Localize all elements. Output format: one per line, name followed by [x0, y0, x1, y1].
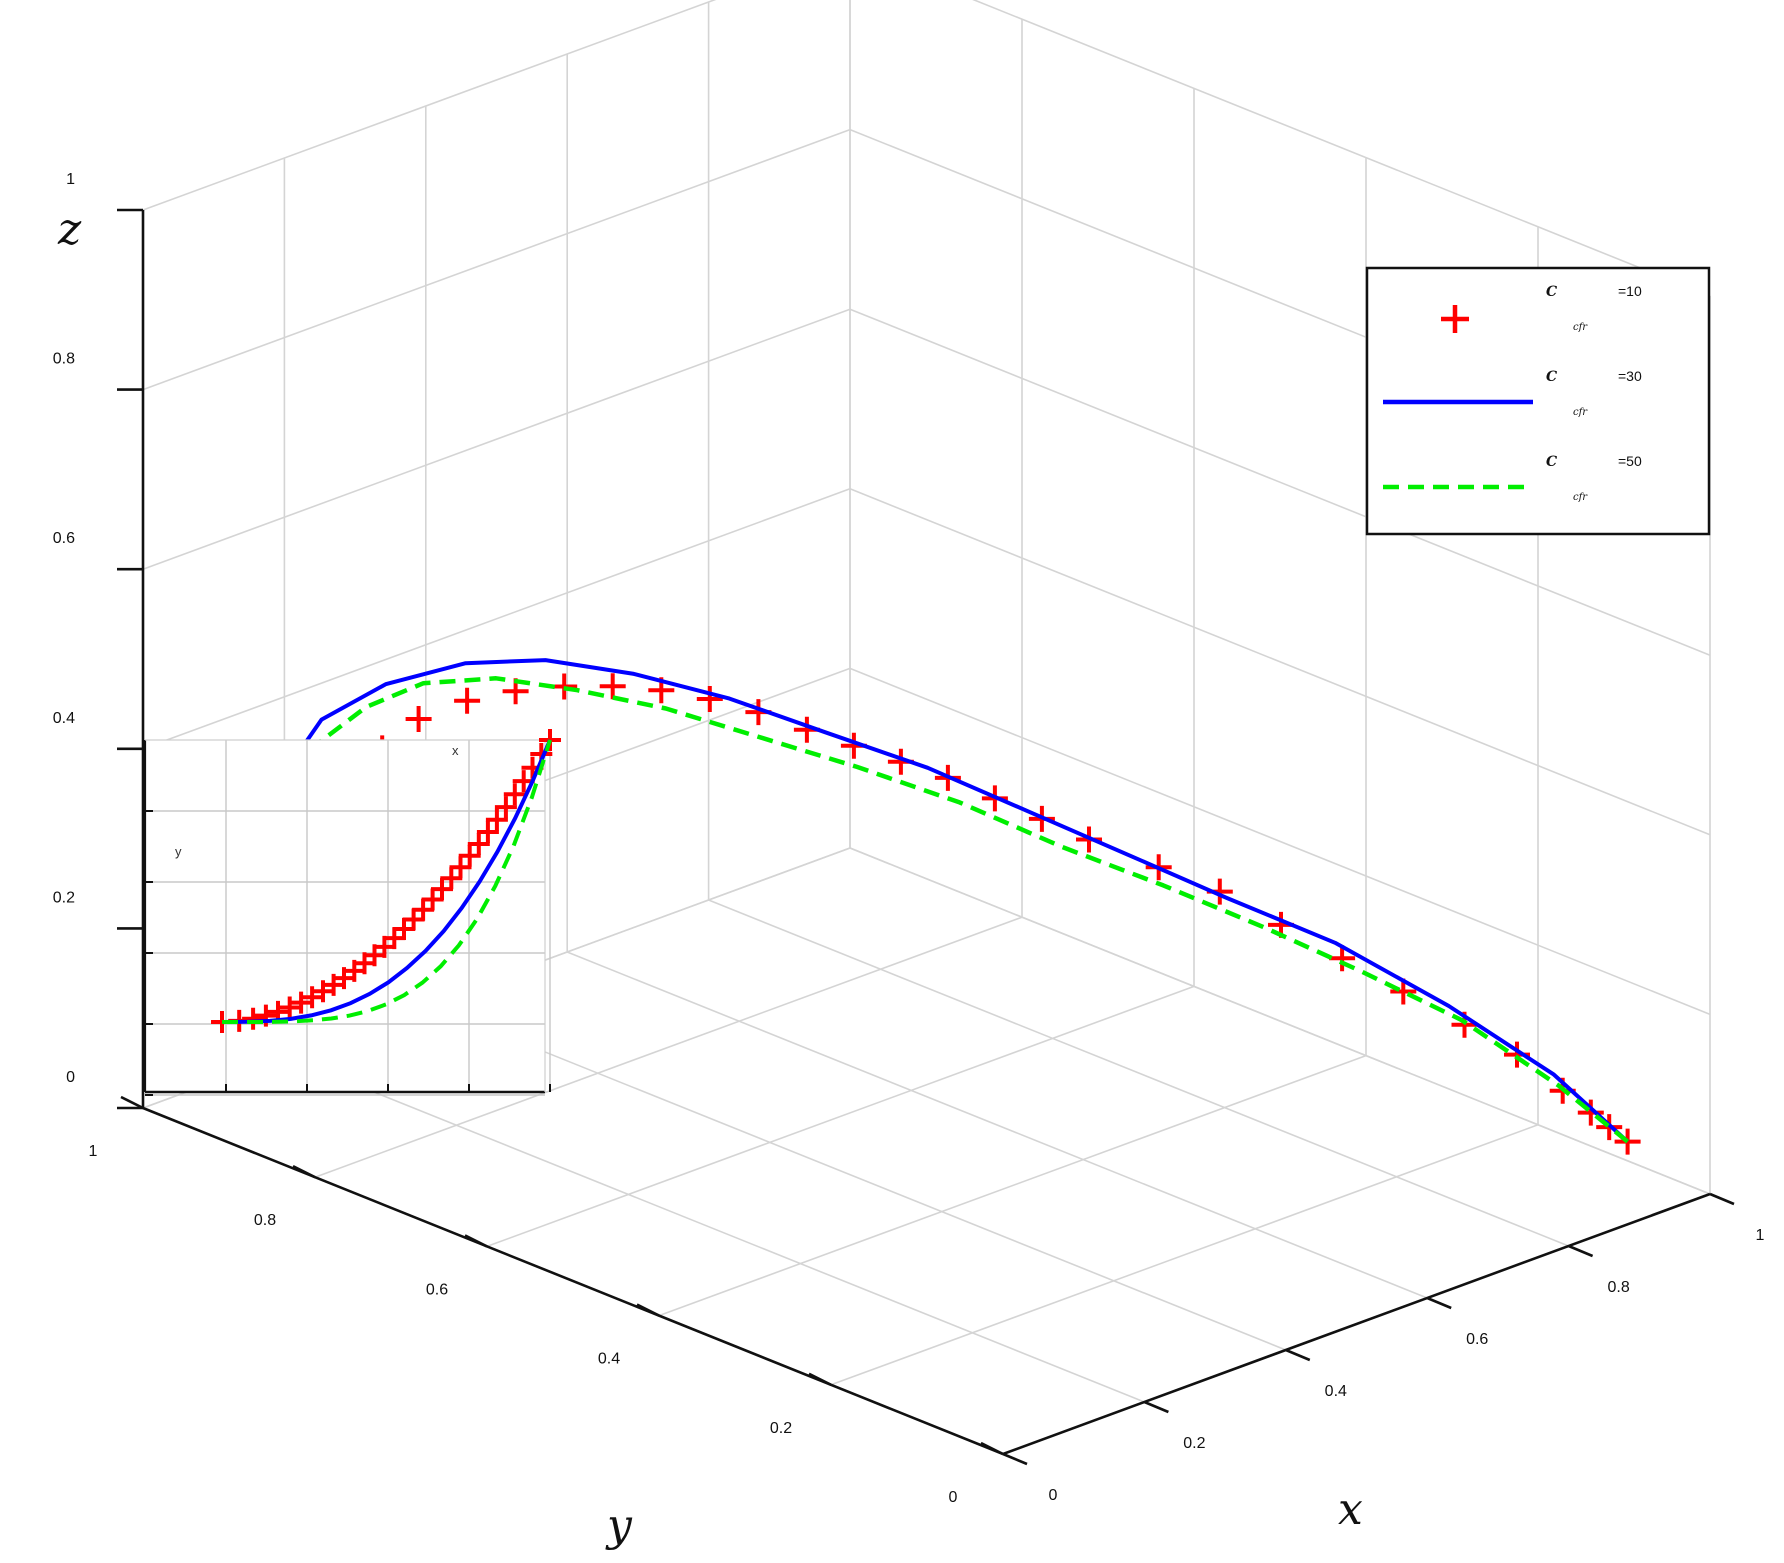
x-tick-label: 1 [1756, 1227, 1765, 1244]
series-1-line [255, 658, 1629, 1144]
legend-subscript-1: cfr [1573, 407, 1588, 418]
inset-y-label: y [175, 844, 182, 859]
grid-line-floor-y [486, 985, 1195, 1248]
y-tick [980, 1441, 1004, 1456]
y-axis-label: y [605, 1500, 633, 1551]
y-tick-label: 0.8 [254, 1212, 276, 1229]
y-axis-line [142, 1106, 1004, 1456]
grid-lines [142, 0, 1711, 1455]
z-tick-label: 0.2 [53, 889, 75, 906]
series-0-marker-2 [1577, 1099, 1604, 1126]
grid-line-ywall-h [142, 308, 851, 570]
x-tick [1285, 1348, 1311, 1362]
grid-line-floor-x [284, 1055, 1145, 1403]
x-tick-label: 0.6 [1466, 1331, 1488, 1348]
y-tick-label: 0.4 [598, 1351, 620, 1368]
grid-line-floor-y [658, 1054, 1367, 1317]
inset-series-0-marker-2 [242, 1007, 265, 1030]
inset-series-0-marker-17 [402, 908, 425, 931]
x-tick-label: 0.8 [1607, 1279, 1629, 1296]
x-tick [1002, 1452, 1028, 1466]
y-tick [464, 1234, 488, 1248]
grid-line-ywall-h [142, 128, 851, 391]
legend-symbol-1: C [1546, 369, 1557, 385]
inset-series-0-marker-16 [393, 918, 415, 940]
series-0-marker-7 [1329, 945, 1356, 972]
x-tick-label: 0.4 [1325, 1383, 1347, 1400]
legend-value-1: =30 [1618, 368, 1642, 384]
legend-value-0: =10 [1618, 283, 1642, 299]
x-axis-label: x [1338, 1484, 1363, 1535]
y-tick [636, 1303, 660, 1317]
grid-line-floor-y [314, 916, 1023, 1178]
grid-line-floor-x [708, 899, 1569, 1247]
legend-swatches [1383, 305, 1533, 490]
grid-line-floor-y [830, 1124, 1539, 1386]
y-tick-label: 0 [949, 1489, 958, 1506]
inset-x-label: x [452, 743, 459, 758]
grid-line-xwall-h [849, 488, 1711, 836]
z-tick-label: 1 [66, 171, 75, 188]
grid-line-xwall-h [972, 0, 1711, 297]
inset-series-0-marker-28 [503, 783, 526, 806]
z-tick-label: 0 [66, 1069, 75, 1086]
grid-line-xwall-h [849, 308, 1711, 656]
y-tick-label: 0.2 [770, 1420, 792, 1437]
grid-line-floor-x [849, 847, 1711, 1195]
inset-background [145, 740, 545, 1092]
z-axis-label: z [57, 204, 82, 255]
x-axis-line [1002, 1192, 1711, 1456]
inset-plot: x y [143, 729, 561, 1096]
z-tick-label: 0.8 [53, 351, 75, 368]
grid-line-floor-x [425, 1003, 1287, 1351]
grid-line-ywall-h [142, 488, 851, 750]
x-tick [1426, 1296, 1452, 1310]
axes [117, 208, 1735, 1466]
tick-labels: 0 0 0 0.2 0.2 0.2 0.4 0.4 0.4 0.6 0.6 0.6 0.8 0.8 0.8 1… [53, 171, 1765, 1506]
y-tick-label: 0.6 [426, 1281, 448, 1298]
inset-series-2-line [222, 739, 552, 1024]
legend-symbol-0: C [1546, 284, 1557, 300]
x-tick [1709, 1192, 1735, 1206]
inset-series-0-marker-24 [467, 833, 490, 855]
legend: C cfr =10 C cfr =30 C cfr =50 [1365, 266, 1711, 536]
y-tick-label: 1 [89, 1143, 98, 1160]
z-tick-label: 0.4 [53, 710, 75, 727]
series-0-marker-24 [454, 687, 481, 714]
y-tick [808, 1372, 832, 1386]
inset-series-0-marker-26 [485, 808, 508, 831]
inset-series-1-line [221, 739, 552, 1024]
inset-series-0-marker-5 [278, 996, 301, 1019]
grid-line-xwall-h [849, 667, 1711, 1016]
x-tick [1568, 1244, 1594, 1258]
legend-subscript-2: cfr [1573, 492, 1588, 503]
series-0-marker-19 [696, 686, 723, 712]
y-tick [120, 1095, 144, 1110]
inset-series-0-marker-19 [421, 888, 444, 911]
inset-series-0-marker-21 [440, 867, 463, 890]
inset-series-0-marker-23 [458, 844, 481, 867]
legend-symbol-2: C [1546, 454, 1557, 470]
x-tick-label: 0 [1049, 1487, 1058, 1504]
inset-series-0-marker-25 [476, 821, 499, 843]
inset-series-0-marker-18 [412, 898, 435, 921]
legend-value-2: =50 [1618, 453, 1642, 469]
x-tick-label: 0.2 [1183, 1435, 1205, 1452]
x-tick [1143, 1400, 1169, 1414]
series-0-marker-21 [599, 673, 626, 700]
series-0-marker-25 [405, 706, 432, 732]
z-tick-label: 0.6 [53, 530, 75, 547]
inset-series-0-marker-22 [449, 856, 472, 879]
inset-series [211, 729, 561, 1033]
legend-subscript-0: cfr [1573, 322, 1588, 333]
grid-line-floor-x [566, 951, 1428, 1299]
y-tick [292, 1165, 316, 1179]
legend-swatch-0 [1441, 305, 1469, 333]
inset-series-0-marker-27 [494, 796, 517, 819]
grid-line-ywall-h [142, 0, 717, 211]
